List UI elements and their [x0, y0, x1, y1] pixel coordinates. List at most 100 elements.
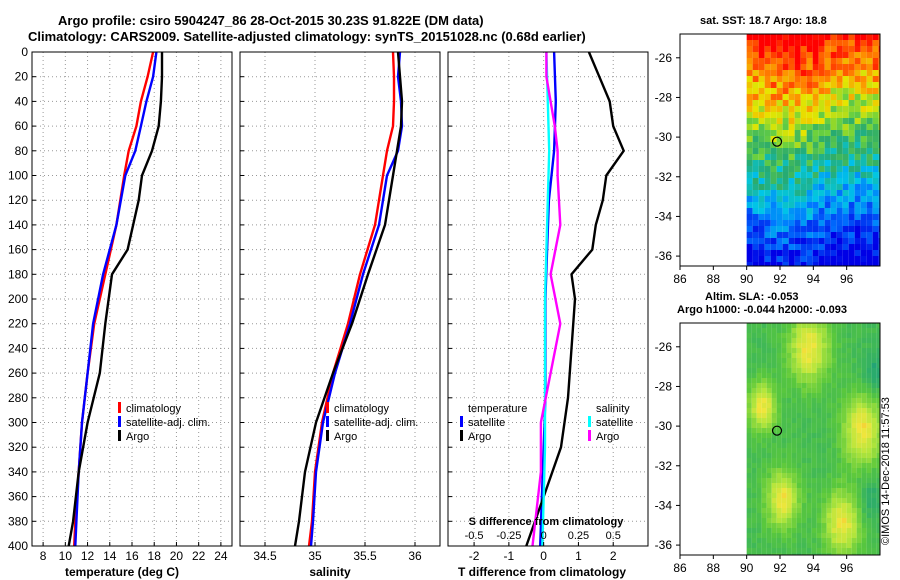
sst-map-cell	[872, 154, 879, 160]
sla-map-cell	[851, 403, 857, 408]
sst-map-cell	[866, 232, 873, 238]
sla-map-cell	[851, 393, 857, 398]
sla-map-cell	[871, 543, 877, 548]
sla-map-cell	[771, 333, 777, 338]
sla-map-cell	[831, 438, 837, 443]
depth-tick-label: 100	[8, 169, 28, 183]
diff-legend-label: satellite	[468, 417, 505, 429]
sst-map-cell	[812, 124, 819, 130]
diff-legend-swatch	[460, 430, 463, 441]
sla-map-cell	[811, 453, 817, 458]
sla-map-cell	[861, 533, 867, 538]
sla-map-cell	[871, 453, 877, 458]
sla-map-cell	[816, 438, 822, 443]
sla-map-cell	[746, 473, 752, 478]
sla-map-cell	[806, 483, 812, 488]
sla-map-cell	[851, 533, 857, 538]
sla-map-cell	[751, 493, 757, 498]
sst-map-cell	[866, 40, 873, 46]
sla-map-cell	[831, 508, 837, 513]
sla-map-cell	[876, 343, 880, 348]
sla-map-cell	[776, 478, 782, 483]
sst-map-cell	[776, 256, 783, 262]
sla-map-cell	[816, 358, 822, 363]
sst-map-cell	[866, 124, 873, 130]
sla-map-cell	[836, 333, 842, 338]
sla-map-cell	[841, 478, 847, 483]
sst-map-cell	[842, 94, 849, 100]
sla-map-cell	[811, 478, 817, 483]
sst-map-cell	[794, 100, 801, 106]
sla-map-cell	[826, 463, 832, 468]
sla-map-cell	[851, 418, 857, 423]
sla-map-cell	[851, 353, 857, 358]
sla-map-cell	[761, 433, 767, 438]
sla-map-cell	[766, 548, 772, 553]
sla-map-cell	[796, 538, 802, 543]
sst-map-cell	[872, 190, 879, 196]
sst-map-cell	[848, 226, 855, 232]
sla-map-cell	[751, 353, 757, 358]
sst-map-cell	[830, 238, 837, 244]
sla-map-cell	[856, 503, 862, 508]
sst-map-cell	[848, 82, 855, 88]
sst-map-cell	[752, 136, 759, 142]
sla-map-cell	[846, 528, 852, 533]
sst-map-cell	[818, 208, 825, 214]
sst-map-cell	[776, 214, 783, 220]
sla-map-cell	[781, 388, 787, 393]
sla-map-cell	[796, 383, 802, 388]
sst-map-cell	[788, 46, 795, 52]
sla-map-cell	[806, 508, 812, 513]
diff-secondary-tick-label: -0.25	[496, 530, 521, 542]
sst-map-cell	[842, 196, 849, 202]
sst-map-cell	[818, 196, 825, 202]
sst-map-cell	[758, 214, 765, 220]
sst-map-cell	[878, 136, 880, 142]
sst-map-cell	[794, 226, 801, 232]
diff-legend-label: satellite	[596, 417, 633, 429]
sla-map-cell	[801, 368, 807, 373]
sla-map-cell	[826, 543, 832, 548]
sla-map-cell	[876, 398, 880, 403]
sst-map-cell	[842, 142, 849, 148]
sla-map-cell	[856, 323, 862, 328]
sla-map-cell	[876, 368, 880, 373]
sla-map-cell	[861, 483, 867, 488]
sst-map-cell	[878, 172, 880, 178]
sla-map-cell	[851, 468, 857, 473]
sst-map-cell	[764, 76, 771, 82]
sla-map-cell	[756, 483, 762, 488]
sla-map-cell	[831, 468, 837, 473]
sst-map-cell	[746, 220, 753, 226]
sst-map-cell	[854, 118, 861, 124]
sla-map-cell	[811, 363, 817, 368]
sst-map-cell	[800, 112, 807, 118]
sst-map-cell	[776, 76, 783, 82]
sla-map-cell	[876, 513, 880, 518]
sla-map-cell	[811, 423, 817, 428]
sla-map-cell	[746, 528, 752, 533]
sla-map-cell	[751, 473, 757, 478]
sst-map-cell	[788, 238, 795, 244]
sst-map-cell	[842, 64, 849, 70]
sst-map-cell	[842, 106, 849, 112]
sst-map-cell	[872, 58, 879, 64]
sla-map-cell	[796, 408, 802, 413]
sst-map-cell	[776, 232, 783, 238]
sst-map-cell	[812, 142, 819, 148]
sst-map-cell	[782, 52, 789, 58]
sla-map-cell	[766, 368, 772, 373]
sla-map-cell	[871, 463, 877, 468]
sst-map-cell	[878, 112, 880, 118]
sla-map-cell	[831, 513, 837, 518]
sla-map-cell	[821, 468, 827, 473]
sst-map-cell	[878, 106, 880, 112]
sst-map-cell	[794, 94, 801, 100]
sst-map-cell	[806, 34, 813, 40]
sla-map-cell	[806, 388, 812, 393]
sla-map-cell	[861, 503, 867, 508]
sla-map-cell	[801, 363, 807, 368]
sla-map-cell	[761, 453, 767, 458]
sst-map-cell	[764, 262, 771, 266]
